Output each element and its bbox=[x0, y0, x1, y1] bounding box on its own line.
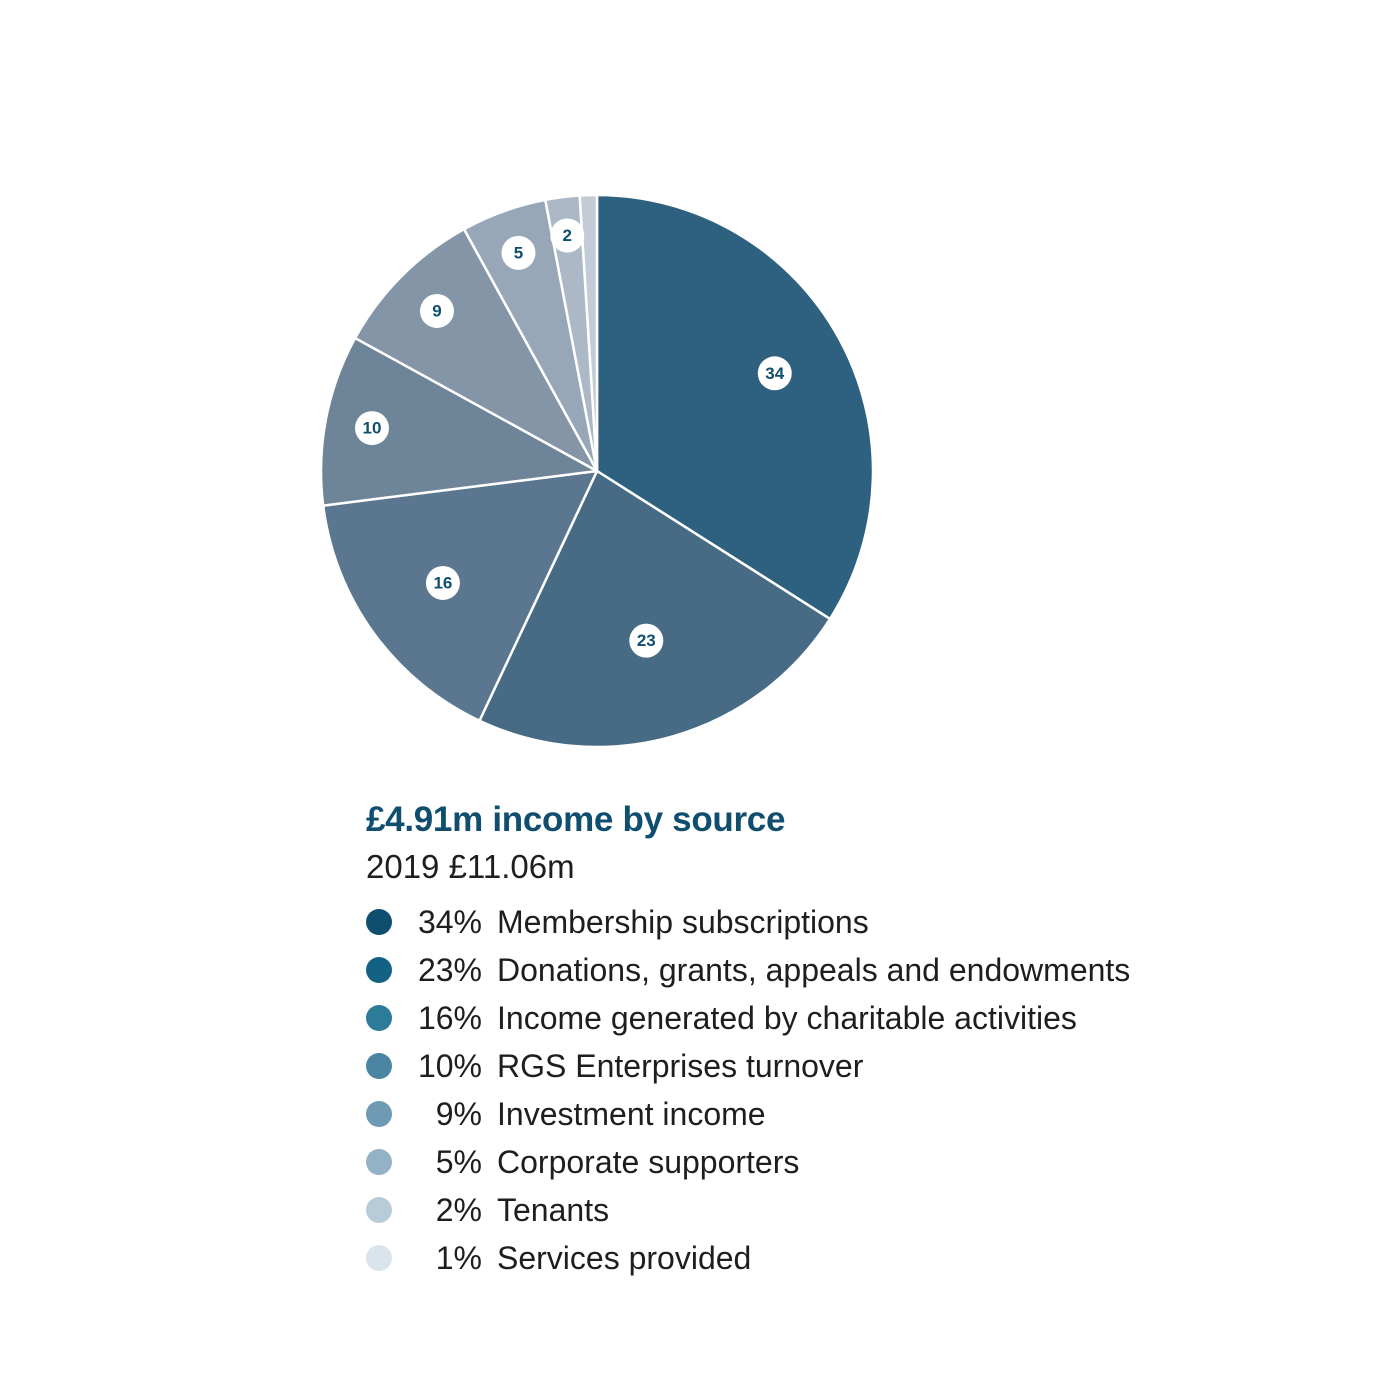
legend-label: Investment income bbox=[497, 1095, 766, 1132]
legend-swatch bbox=[366, 1197, 392, 1223]
legend-item-investment-income: 9% Investment income bbox=[366, 1090, 1130, 1138]
legend-swatch bbox=[366, 909, 392, 935]
legend-swatch bbox=[366, 1245, 392, 1271]
data-label-charitable-activities: 16 bbox=[433, 573, 452, 592]
pie-slice-rgs-enterprises bbox=[319, 336, 599, 507]
data-label-membership: 34 bbox=[765, 364, 784, 383]
pie-slice-donations bbox=[478, 469, 832, 749]
legend-item-membership-subscriptions: 34% Membership subscriptions bbox=[366, 898, 1130, 946]
legend-item-services-provided: 1% Services provided bbox=[366, 1234, 1130, 1282]
chart-subtitle: 2019 £11.06m bbox=[366, 848, 575, 885]
pie-slice-membership bbox=[595, 193, 875, 621]
data-label-badge-tenants bbox=[550, 218, 585, 253]
legend-label: Corporate supporters bbox=[497, 1143, 800, 1180]
legend-percent: 2% bbox=[435, 1191, 482, 1228]
legend-percent: 34% bbox=[417, 903, 482, 940]
pie-slice-investment-income bbox=[353, 227, 599, 473]
legend-swatch bbox=[366, 1053, 392, 1079]
legend-label: Donations, grants, appeals and endowment… bbox=[497, 951, 1131, 988]
data-label-badge-charitable-activities bbox=[425, 565, 460, 600]
legend-percent: 9% bbox=[435, 1095, 482, 1132]
legend-label: Membership subscriptions bbox=[497, 903, 869, 940]
legend-label: Income generated by charitable activitie… bbox=[497, 999, 1077, 1036]
legend-swatch bbox=[366, 1005, 392, 1031]
data-label-rgs-enterprises: 10 bbox=[363, 419, 382, 438]
data-label-tenants: 2 bbox=[563, 226, 572, 245]
legend-percent: 5% bbox=[435, 1143, 482, 1180]
pie-chart: 34 23 16 10 9 5 2 bbox=[319, 193, 875, 749]
legend-swatch bbox=[366, 957, 392, 983]
data-label-badge-donations bbox=[629, 623, 664, 658]
legend-label: Tenants bbox=[497, 1191, 610, 1228]
pie-slice-charitable-activities bbox=[321, 469, 599, 722]
data-label-corporate-supporters: 5 bbox=[514, 243, 523, 262]
legend-item-corporate-supporters: 5% Corporate supporters bbox=[366, 1138, 1130, 1186]
legend-item-tenants: 2% Tenants bbox=[366, 1186, 1130, 1234]
legend-percent: 23% bbox=[417, 951, 482, 988]
legend-label: Services provided bbox=[497, 1239, 752, 1276]
pie-slice-services-provided bbox=[578, 193, 599, 473]
data-label-badge-rgs-enterprises bbox=[354, 411, 389, 446]
legend-swatch bbox=[366, 1101, 392, 1127]
data-label-investment-income: 9 bbox=[432, 301, 441, 320]
legend-percent: 16% bbox=[417, 999, 482, 1036]
legend-percent: 10% bbox=[417, 1047, 482, 1084]
legend-item-donations: 23% Donations, grants, appeals and endow… bbox=[366, 946, 1130, 994]
chart-title: £4.91m income by source bbox=[366, 800, 786, 839]
legend-swatch bbox=[366, 1149, 392, 1175]
legend-item-rgs-enterprises: 10% RGS Enterprises turnover bbox=[366, 1042, 1130, 1090]
data-label-donations: 23 bbox=[637, 631, 656, 650]
legend: 34% Membership subscriptions 23% Donatio… bbox=[366, 898, 1130, 1282]
legend-item-charitable-activities: 16% Income generated by charitable activ… bbox=[366, 994, 1130, 1042]
data-label-badge-corporate-supporters bbox=[501, 235, 536, 270]
legend-label: RGS Enterprises turnover bbox=[497, 1047, 864, 1084]
data-label-badge-membership bbox=[757, 356, 792, 391]
legend-percent: 1% bbox=[435, 1239, 482, 1276]
data-label-badge-investment-income bbox=[419, 293, 454, 328]
